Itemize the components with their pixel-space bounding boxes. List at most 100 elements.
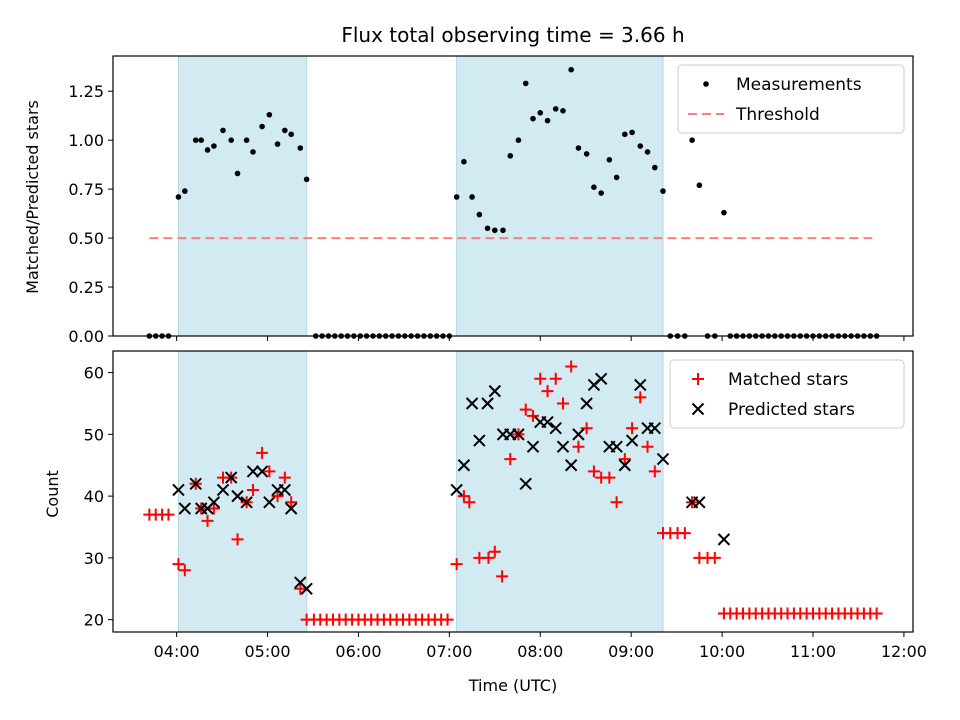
matched-star-point bbox=[708, 551, 721, 564]
measurement-point bbox=[204, 147, 211, 153]
predicted-star-point bbox=[231, 489, 244, 503]
predicted-star-point bbox=[656, 452, 670, 466]
measurement-point bbox=[507, 153, 514, 159]
legend-marker-dot bbox=[703, 81, 709, 87]
measurement-point bbox=[492, 227, 498, 234]
measurement-point bbox=[175, 194, 182, 200]
measurement-point bbox=[182, 188, 188, 194]
x-tick-label: 12:00 bbox=[881, 642, 927, 661]
measurement-point bbox=[696, 182, 703, 189]
measurement-point bbox=[537, 109, 544, 116]
measurement-point bbox=[259, 123, 265, 130]
measurement-point bbox=[583, 151, 590, 157]
measurement-point bbox=[721, 209, 727, 216]
predicted-star-point bbox=[610, 440, 623, 453]
measurement-point bbox=[622, 131, 628, 138]
predicted-star-point bbox=[246, 465, 260, 478]
predicted-star-point bbox=[216, 483, 230, 497]
matched-star-point bbox=[178, 564, 191, 577]
matched-star-point bbox=[278, 471, 291, 484]
matched-star-point bbox=[565, 360, 578, 373]
matched-star-point bbox=[263, 465, 276, 478]
y-tick-label: 1.25 bbox=[68, 82, 104, 101]
legend-label: Measurements bbox=[736, 75, 862, 95]
measurement-point bbox=[575, 145, 582, 151]
predicted-star-point bbox=[572, 428, 585, 441]
measurement-point bbox=[629, 129, 635, 136]
matched-star-point bbox=[450, 558, 463, 571]
y-tick-label: 20 bbox=[84, 611, 104, 630]
x-tick-label: 05:00 bbox=[244, 642, 290, 661]
x-tick-label: 07:00 bbox=[426, 642, 472, 661]
predicted-star-point bbox=[450, 483, 463, 497]
matched-star-point bbox=[441, 613, 454, 626]
matched-star-point bbox=[870, 607, 883, 620]
y-tick-label: 50 bbox=[84, 425, 104, 444]
measurement-point bbox=[461, 158, 467, 165]
predicted-star-point bbox=[488, 384, 502, 398]
shaded-span bbox=[456, 56, 663, 336]
predicted-star-point bbox=[207, 496, 221, 509]
chart-title: Flux total observing time = 3.66 h bbox=[341, 23, 684, 47]
predicted-star-point bbox=[648, 421, 662, 435]
predicted-star-point bbox=[284, 502, 298, 515]
measurement-point bbox=[637, 143, 644, 149]
predicted-star-point bbox=[625, 434, 639, 447]
legend-label: Predicted stars bbox=[728, 400, 855, 420]
predicted-star-point bbox=[618, 459, 632, 472]
measurement-point bbox=[522, 80, 529, 87]
matched-star-point bbox=[648, 465, 661, 478]
measurement-point bbox=[469, 194, 475, 200]
measurement-point bbox=[192, 137, 199, 143]
predicted-star-point bbox=[189, 477, 202, 490]
measurement-point bbox=[598, 190, 604, 196]
matched-star-point bbox=[678, 527, 691, 540]
matched-star-point bbox=[580, 422, 593, 435]
measurement-point bbox=[228, 137, 234, 143]
matched-star-point bbox=[201, 514, 214, 527]
matched-star-point bbox=[587, 465, 600, 478]
measurement-point bbox=[568, 66, 574, 73]
predicted-star-point bbox=[473, 434, 486, 447]
predicted-star-point bbox=[255, 465, 269, 478]
legend-label: Threshold bbox=[735, 105, 820, 125]
legend-box bbox=[677, 64, 905, 134]
matched-star-point bbox=[294, 582, 307, 595]
measurement-point bbox=[652, 164, 658, 171]
predicted-star-point bbox=[240, 496, 253, 509]
measurement-point bbox=[644, 149, 651, 155]
matched-star-point bbox=[618, 453, 631, 466]
matched-star-point bbox=[482, 551, 495, 564]
measurement-point bbox=[476, 211, 483, 218]
measurement-point bbox=[560, 108, 566, 114]
matched-star-point bbox=[557, 397, 569, 410]
matched-star-point bbox=[541, 385, 554, 398]
matched-star-point bbox=[634, 391, 647, 404]
matched-star-point bbox=[256, 446, 269, 459]
predicted-star-point bbox=[526, 440, 540, 453]
predicted-star-point bbox=[278, 483, 292, 497]
matched-star-point bbox=[641, 440, 654, 453]
matched-star-point bbox=[247, 483, 259, 496]
predicted-star-point bbox=[465, 397, 479, 410]
matched-star-point bbox=[463, 496, 476, 509]
y-tick-label: 0.25 bbox=[68, 278, 104, 297]
y-tick-label: 1.00 bbox=[68, 131, 104, 150]
y-tick-label: 0.00 bbox=[68, 327, 104, 346]
y-tick-label: 30 bbox=[84, 549, 104, 568]
predicted-star-point bbox=[717, 533, 731, 546]
measurement-point bbox=[500, 227, 506, 234]
x-tick-label: 08:00 bbox=[517, 642, 563, 661]
measurement-point bbox=[297, 145, 304, 151]
matched-star-point bbox=[207, 502, 220, 515]
x-tick-label: 04:00 bbox=[154, 642, 200, 661]
matched-star-point bbox=[549, 372, 562, 385]
measurement-point bbox=[544, 117, 551, 124]
predicted-star-point bbox=[564, 459, 578, 472]
matched-star-point bbox=[626, 422, 639, 435]
measurement-point bbox=[515, 137, 522, 143]
predicted-star-point bbox=[172, 483, 185, 497]
matched-star-point bbox=[519, 403, 532, 416]
bottom-y-axis-label: Count bbox=[43, 470, 62, 518]
